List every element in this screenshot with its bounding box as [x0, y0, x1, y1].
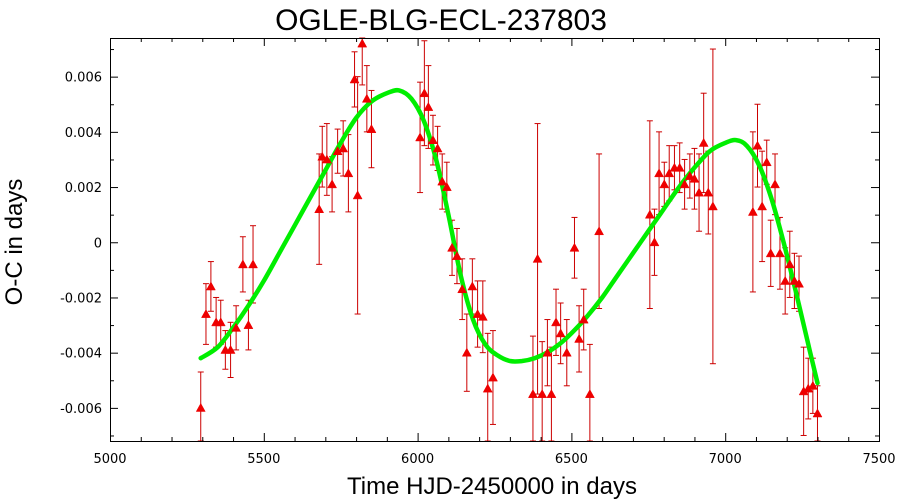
triangle-marker	[349, 74, 360, 84]
triangle-marker	[542, 347, 553, 357]
triangle-marker	[761, 157, 772, 167]
triangle-marker	[684, 170, 695, 180]
triangle-marker	[428, 135, 438, 144]
data-point	[529, 335, 536, 442]
triangle-marker	[561, 347, 572, 357]
triangle-marker	[649, 237, 660, 247]
triangle-marker	[569, 242, 580, 252]
triangle-marker	[644, 209, 655, 219]
triangle-marker	[532, 253, 543, 263]
triangle-marker	[807, 380, 818, 390]
triangle-marker	[419, 88, 430, 98]
triangle-marker	[327, 179, 338, 189]
y-tick-label: -0.002	[60, 291, 102, 306]
triangle-marker	[551, 317, 561, 327]
chart-title: OGLE-BLG-ECL-237803	[275, 4, 607, 37]
triangle-marker	[361, 93, 372, 103]
triangle-marker	[195, 402, 206, 412]
triangle-marker	[201, 309, 211, 318]
triangle-marker	[784, 259, 795, 269]
triangle-marker	[578, 314, 589, 324]
y-tick-label: 0.004	[65, 126, 102, 141]
plot-area	[195, 37, 823, 442]
triangle-marker	[343, 168, 354, 178]
triangle-marker	[457, 284, 468, 294]
triangle-marker	[757, 201, 768, 211]
triangle-marker	[537, 389, 548, 398]
triangle-marker	[352, 190, 363, 200]
triangle-marker	[679, 179, 690, 189]
axis-ticks: 5000 5500 6000 6500 7000 7500 -0.006 -0.004 -0.0…	[60, 38, 896, 467]
triangle-marker	[674, 162, 685, 172]
y-tick-label: -0.006	[60, 402, 102, 417]
triangle-marker	[780, 275, 791, 285]
triangle-marker	[452, 251, 462, 260]
triangle-marker	[555, 328, 566, 338]
triangle-marker	[659, 179, 670, 189]
triangle-marker	[789, 275, 800, 285]
triangle-marker	[584, 389, 595, 398]
triangle-marker	[482, 383, 493, 393]
triangle-marker	[528, 389, 538, 398]
y-tick-label: -0.004	[60, 347, 102, 362]
data-series	[197, 37, 821, 442]
triangle-marker	[488, 372, 498, 382]
y-tick-label: 0.002	[65, 181, 102, 196]
triangle-marker	[321, 154, 332, 164]
triangle-marker	[415, 132, 425, 142]
triangle-marker	[594, 226, 605, 236]
triangle-marker	[437, 176, 448, 186]
triangle-marker	[447, 242, 457, 252]
triangle-marker	[237, 259, 248, 269]
x-tick-label: 6000	[401, 452, 434, 467]
y-axis-label: O-C in days	[1, 179, 28, 306]
triangle-marker	[546, 389, 557, 398]
x-tick-label: 6500	[555, 452, 588, 467]
triangle-marker	[467, 281, 478, 291]
triangle-marker	[770, 179, 780, 189]
triangle-marker	[703, 187, 714, 197]
triangle-marker	[694, 187, 704, 197]
triangle-marker	[205, 281, 216, 291]
triangle-marker	[654, 168, 664, 178]
triangle-marker	[231, 322, 242, 332]
triangle-marker	[775, 248, 785, 258]
plot-frame	[110, 38, 880, 442]
triangle-marker	[477, 311, 488, 321]
triangle-marker	[366, 124, 377, 133]
triangle-marker	[689, 173, 700, 183]
triangle-marker	[812, 408, 823, 418]
triangle-marker	[472, 309, 483, 318]
triangle-marker	[794, 278, 804, 288]
triangle-marker	[432, 143, 443, 153]
x-tick-label: 7000	[709, 452, 742, 467]
triangle-marker	[357, 38, 368, 48]
y-tick-label: 0	[94, 236, 102, 251]
x-tick-label: 5000	[93, 452, 126, 467]
point-markers	[195, 38, 823, 418]
triangle-marker	[747, 206, 758, 216]
y-tick-label: 0.006	[65, 71, 102, 86]
x-tick-label: 5500	[247, 452, 280, 467]
triangle-marker	[423, 101, 434, 111]
triangle-marker	[461, 347, 472, 357]
triangle-marker	[225, 344, 236, 354]
triangle-marker	[317, 151, 328, 161]
triangle-marker	[752, 140, 763, 150]
triangle-marker	[765, 248, 776, 258]
x-axis-label: Time HJD-2450000 in days	[347, 473, 637, 500]
triangle-marker	[664, 168, 675, 178]
triangle-marker	[314, 204, 325, 213]
triangle-marker	[698, 137, 709, 147]
triangle-marker	[248, 259, 258, 269]
triangle-marker	[215, 317, 226, 327]
triangle-marker	[707, 201, 718, 211]
fit-curve	[198, 87, 820, 386]
triangle-marker	[338, 143, 349, 153]
triangle-marker	[574, 333, 585, 343]
triangle-marker	[243, 320, 254, 329]
x-tick-label: 7500	[862, 452, 895, 467]
triangle-marker	[441, 182, 452, 191]
